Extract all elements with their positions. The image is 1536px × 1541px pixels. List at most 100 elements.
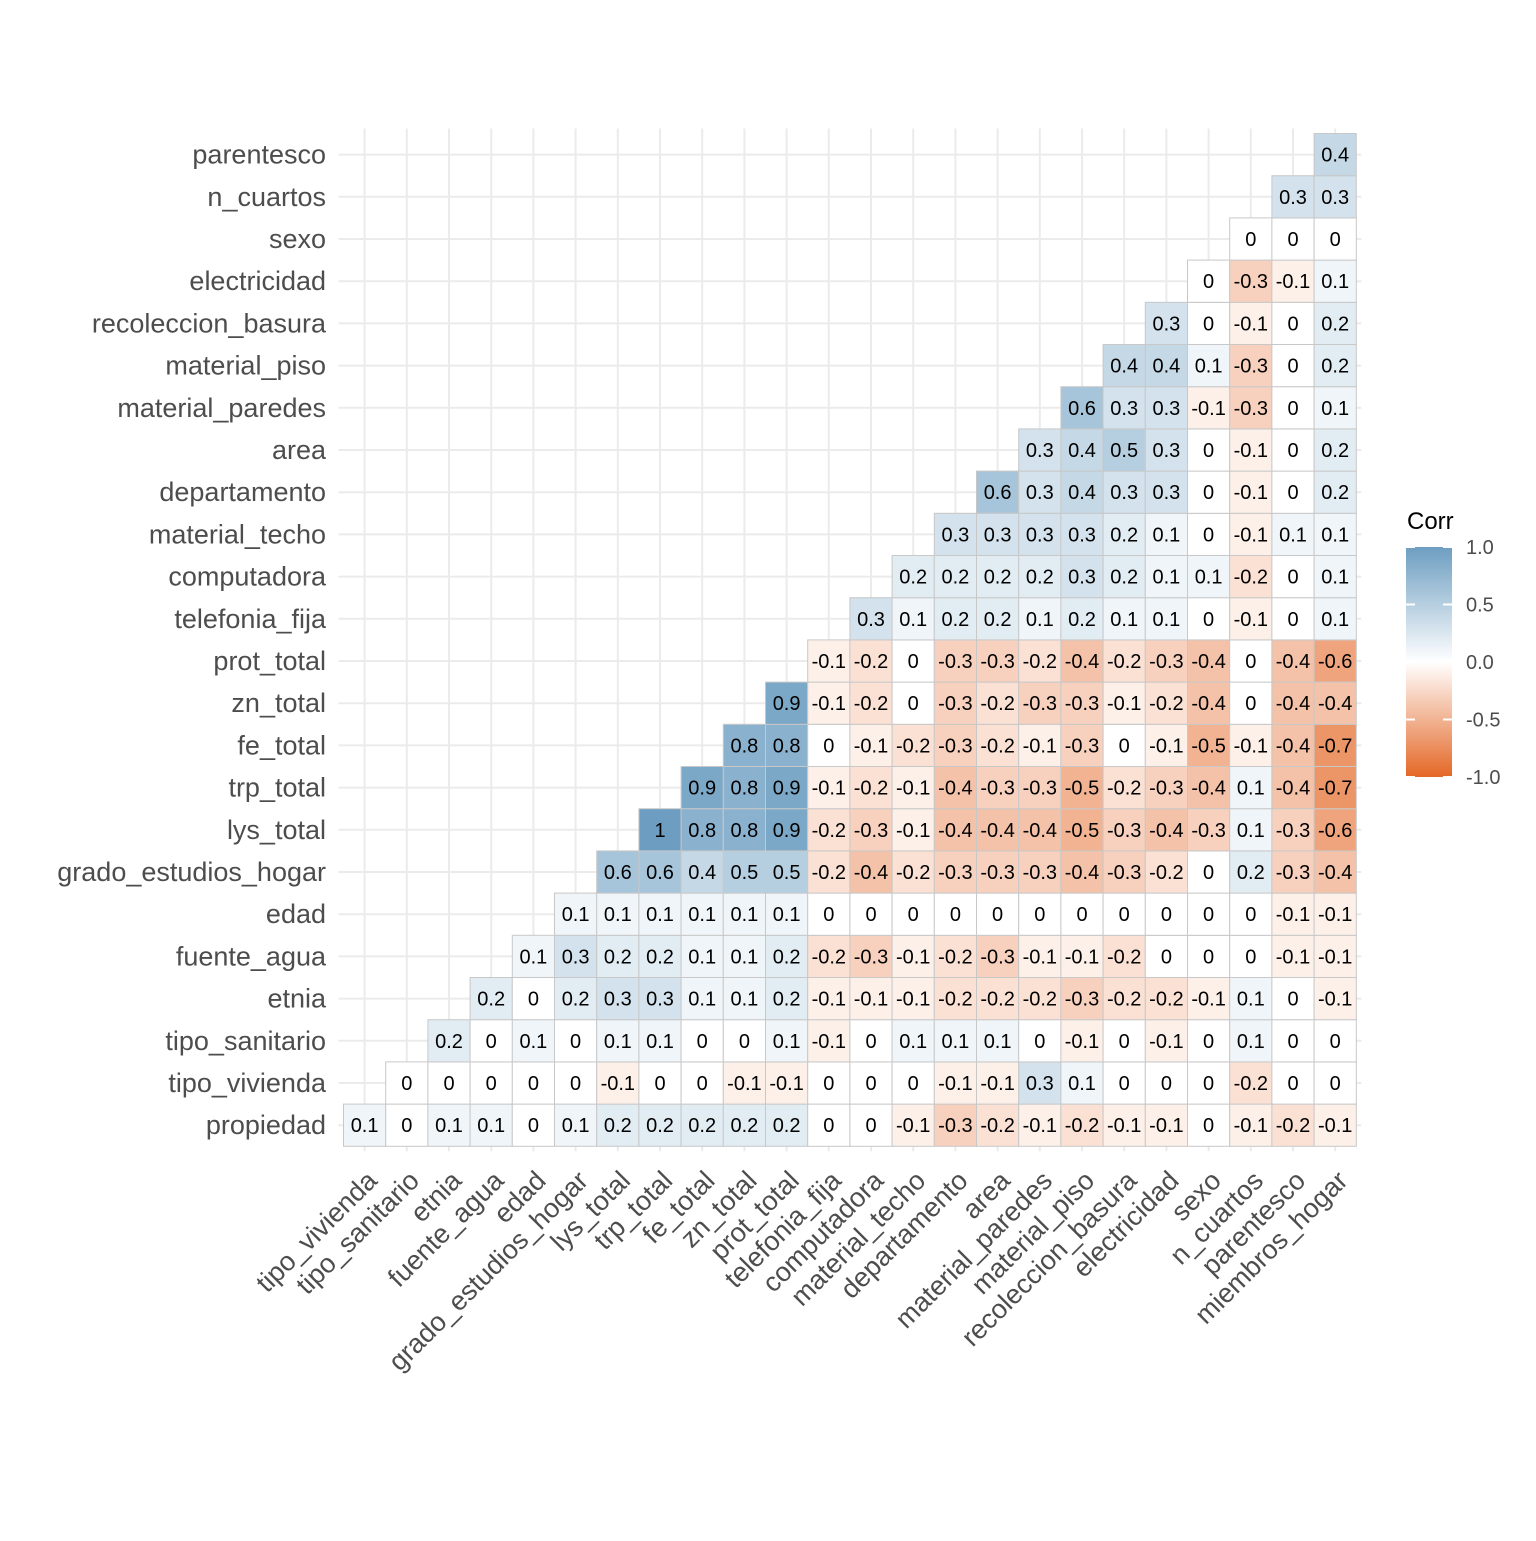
cell-value-label: 0 (697, 1073, 708, 1095)
cell-value-label: -0.3 (1149, 778, 1183, 800)
cell-value-label: -0.4 (1276, 778, 1310, 800)
cell-value-label: -0.1 (938, 1073, 972, 1095)
cell-value-label: 0 (1034, 1031, 1045, 1053)
heatmap-cell (1313, 850, 1357, 894)
cell-value-label: 0.1 (1110, 609, 1138, 631)
heatmap-cell (807, 977, 851, 1021)
heatmap-cell (1144, 1061, 1189, 1105)
cell-value-label: 0 (1287, 989, 1298, 1011)
heatmap-cell (849, 597, 893, 641)
heatmap-cell (638, 1103, 682, 1147)
heatmap-cell (722, 850, 766, 894)
cell-value-label: 0 (1119, 904, 1130, 926)
cell-value-label: 0.1 (688, 946, 716, 968)
heatmap-cell (933, 1103, 977, 1147)
heatmap-cell (976, 639, 1020, 683)
y-axis-labels: propiedad tipo_vivienda tipo_sanitario etni… (57, 140, 327, 1141)
cell-value-label: 0.2 (688, 1115, 716, 1137)
cell-value-label: 0.1 (730, 946, 758, 968)
heatmap-cell (807, 892, 851, 936)
cell-value-label: -0.1 (854, 989, 888, 1011)
cell-value-label: -0.4 (1276, 735, 1310, 757)
cell-value-label: -0.3 (1065, 735, 1099, 757)
heatmap-cell (891, 850, 935, 894)
heatmap-cell (1018, 934, 1062, 978)
heatmap-cell (1102, 892, 1146, 936)
cell-value-label: 0.1 (773, 1031, 801, 1053)
cell-value-label: -0.3 (854, 946, 888, 968)
cell-value-label: -0.2 (812, 820, 846, 842)
heatmap-cell (1229, 850, 1273, 894)
heatmap-cell (722, 808, 766, 852)
legend-tick-label: 1.0 (1466, 537, 1494, 559)
cell-value-label: -0.2 (1023, 651, 1057, 673)
heatmap-cell (891, 766, 935, 810)
cell-value-label: -0.3 (938, 735, 972, 757)
cell-value-label: 0 (1203, 313, 1214, 335)
cell-value-label: 0.2 (984, 609, 1012, 631)
cell-value-label: 0 (865, 1073, 876, 1095)
cell-value-label: -0.2 (980, 735, 1014, 757)
cell-value-label: -0.2 (812, 946, 846, 968)
heatmap-cell (1229, 681, 1273, 725)
cell-value-label: 0 (1119, 1031, 1130, 1053)
heatmap-cell (807, 639, 851, 683)
cell-value-label: 0 (908, 904, 919, 926)
heatmap-cell (469, 977, 513, 1021)
heatmap-cell (638, 808, 682, 852)
cell-value-label: 0.3 (1152, 398, 1180, 420)
cell-value-label: -0.2 (1065, 1115, 1099, 1137)
y-tick-label: edad (266, 899, 326, 929)
cell-value-label: 0.1 (1321, 567, 1349, 589)
cell-value-label: 0.1 (984, 1031, 1012, 1053)
cell-value-label: 0.1 (1237, 1031, 1265, 1053)
heatmap-cell (976, 512, 1020, 556)
cell-value-label: -0.4 (1318, 862, 1352, 884)
y-tick-label: material_techo (149, 519, 326, 549)
cell-value-label: 0.3 (1279, 187, 1307, 209)
heatmap-cell (1271, 512, 1315, 556)
heatmap-cell (1060, 1061, 1104, 1105)
heatmap-cell (1102, 681, 1146, 725)
heatmap-cell (1187, 723, 1231, 767)
heatmap-cell (722, 892, 766, 936)
heatmap-cell (1187, 555, 1231, 599)
heatmap-cell (1102, 639, 1146, 683)
y-tick-label: trp_total (228, 773, 326, 803)
cell-value-label: 0.8 (730, 820, 758, 842)
cell-value-label: -0.3 (1234, 398, 1268, 420)
heatmap-cell (1018, 766, 1062, 810)
heatmap-cell (1102, 1103, 1146, 1147)
heatmap-cell (1187, 344, 1231, 388)
cell-value-label: 0.2 (1321, 313, 1349, 335)
heatmap-cell (891, 1103, 935, 1147)
heatmap-cell (976, 1061, 1020, 1105)
heatmap-cell (1018, 1103, 1062, 1147)
heatmap-cell (1271, 428, 1315, 472)
cell-value-label: 0.1 (1026, 609, 1054, 631)
heatmap-cell (1187, 1061, 1231, 1105)
cell-value-label: 0 (401, 1073, 412, 1095)
cell-value-label: 0.1 (562, 904, 590, 926)
cell-value-label: 0.1 (646, 1031, 674, 1053)
cell-value-label: -0.1 (1234, 1115, 1268, 1137)
heatmap-cell (1271, 639, 1315, 683)
cell-value-label: 0 (1287, 567, 1298, 589)
heatmap-cell (680, 766, 724, 810)
cell-value-label: -0.4 (1276, 651, 1310, 673)
heatmap-cell (1229, 344, 1273, 388)
cell-value-label: 0 (908, 1073, 919, 1095)
cell-value-label: -0.1 (896, 778, 930, 800)
cell-value-label: 0 (443, 1073, 454, 1095)
heatmap-cell (1060, 892, 1104, 936)
cell-value-label: 0.1 (688, 904, 716, 926)
y-tick-label: parentesco (192, 140, 326, 170)
cell-value-label: -0.3 (1065, 693, 1099, 715)
heatmap-cell (976, 892, 1020, 936)
heatmap-cell (343, 1103, 387, 1147)
heatmap-cell (891, 1019, 935, 1063)
cell-value-label: 0 (1287, 482, 1298, 504)
heatmap-cell (849, 1019, 893, 1063)
heatmap-cell (1229, 639, 1273, 683)
heatmap-cell (807, 1103, 851, 1147)
